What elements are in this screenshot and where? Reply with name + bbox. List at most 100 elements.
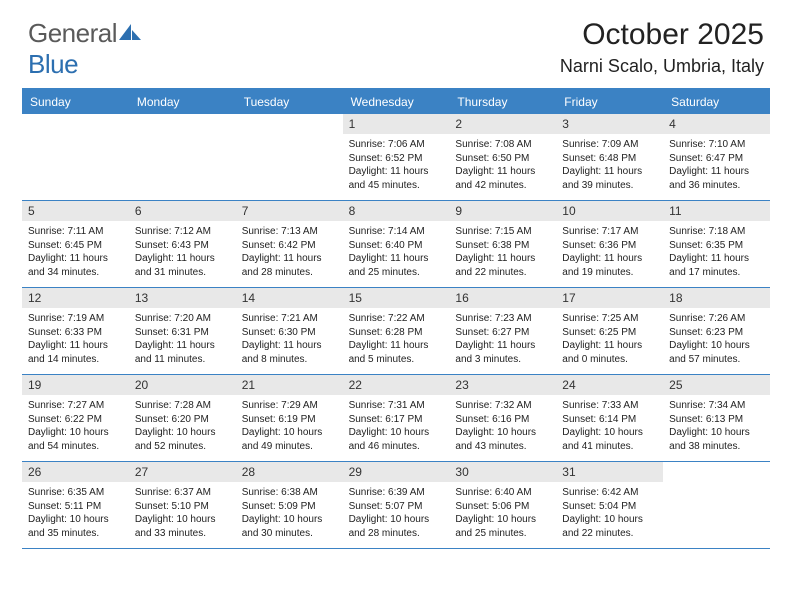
- weekday-header-row: SundayMondayTuesdayWednesdayThursdayFrid…: [22, 90, 770, 114]
- header: General Blue October 2025 Narni Scalo, U…: [0, 0, 792, 88]
- logo-text-general: General: [28, 18, 117, 48]
- day-number: 25: [663, 375, 770, 395]
- day-cell: 2Sunrise: 7:08 AMSunset: 6:50 PMDaylight…: [449, 114, 556, 200]
- sunrise-line: Sunrise: 7:33 AM: [562, 399, 657, 413]
- title-block: October 2025 Narni Scalo, Umbria, Italy: [560, 18, 764, 77]
- day-number: 23: [449, 375, 556, 395]
- day-info: Sunrise: 7:29 AMSunset: 6:19 PMDaylight:…: [242, 399, 337, 453]
- day-number: 30: [449, 462, 556, 482]
- day-info: Sunrise: 7:28 AMSunset: 6:20 PMDaylight:…: [135, 399, 230, 453]
- sunset-line: Sunset: 6:50 PM: [455, 152, 550, 166]
- sunrise-line: Sunrise: 6:35 AM: [28, 486, 123, 500]
- day-cell: [236, 114, 343, 200]
- day-cell: 14Sunrise: 7:21 AMSunset: 6:30 PMDayligh…: [236, 288, 343, 374]
- sunrise-line: Sunrise: 6:40 AM: [455, 486, 550, 500]
- sunset-line: Sunset: 6:40 PM: [349, 239, 444, 253]
- sunrise-line: Sunrise: 7:32 AM: [455, 399, 550, 413]
- daylight-line: Daylight: 10 hours and 22 minutes.: [562, 513, 657, 540]
- daylight-line: Daylight: 10 hours and 46 minutes.: [349, 426, 444, 453]
- sunrise-line: Sunrise: 7:12 AM: [135, 225, 230, 239]
- sunrise-line: Sunrise: 7:29 AM: [242, 399, 337, 413]
- daylight-line: Daylight: 11 hours and 31 minutes.: [135, 252, 230, 279]
- day-info: Sunrise: 7:13 AMSunset: 6:42 PMDaylight:…: [242, 225, 337, 279]
- daylight-line: Daylight: 10 hours and 35 minutes.: [28, 513, 123, 540]
- daylight-line: Daylight: 11 hours and 19 minutes.: [562, 252, 657, 279]
- day-cell: 6Sunrise: 7:12 AMSunset: 6:43 PMDaylight…: [129, 201, 236, 287]
- sunrise-line: Sunrise: 7:09 AM: [562, 138, 657, 152]
- day-info: Sunrise: 7:12 AMSunset: 6:43 PMDaylight:…: [135, 225, 230, 279]
- month-title: October 2025: [560, 18, 764, 52]
- day-info: Sunrise: 7:32 AMSunset: 6:16 PMDaylight:…: [455, 399, 550, 453]
- day-number: 22: [343, 375, 450, 395]
- sunset-line: Sunset: 6:28 PM: [349, 326, 444, 340]
- sunset-line: Sunset: 5:09 PM: [242, 500, 337, 514]
- sunrise-line: Sunrise: 7:08 AM: [455, 138, 550, 152]
- sunset-line: Sunset: 6:38 PM: [455, 239, 550, 253]
- sunset-line: Sunset: 6:31 PM: [135, 326, 230, 340]
- weekday-header: Monday: [129, 90, 236, 114]
- sunrise-line: Sunrise: 7:25 AM: [562, 312, 657, 326]
- day-info: Sunrise: 7:23 AMSunset: 6:27 PMDaylight:…: [455, 312, 550, 366]
- daylight-line: Daylight: 10 hours and 30 minutes.: [242, 513, 337, 540]
- day-number: 10: [556, 201, 663, 221]
- daylight-line: Daylight: 10 hours and 41 minutes.: [562, 426, 657, 453]
- daylight-line: Daylight: 10 hours and 25 minutes.: [455, 513, 550, 540]
- day-info: Sunrise: 7:09 AMSunset: 6:48 PMDaylight:…: [562, 138, 657, 192]
- day-cell: [22, 114, 129, 200]
- sunset-line: Sunset: 6:52 PM: [349, 152, 444, 166]
- daylight-line: Daylight: 11 hours and 39 minutes.: [562, 165, 657, 192]
- day-number: 5: [22, 201, 129, 221]
- day-number: 7: [236, 201, 343, 221]
- sunset-line: Sunset: 6:43 PM: [135, 239, 230, 253]
- sunset-line: Sunset: 6:17 PM: [349, 413, 444, 427]
- sunrise-line: Sunrise: 7:23 AM: [455, 312, 550, 326]
- day-cell: 27Sunrise: 6:37 AMSunset: 5:10 PMDayligh…: [129, 462, 236, 548]
- daylight-line: Daylight: 11 hours and 8 minutes.: [242, 339, 337, 366]
- day-number: 12: [22, 288, 129, 308]
- day-cell: 16Sunrise: 7:23 AMSunset: 6:27 PMDayligh…: [449, 288, 556, 374]
- sunset-line: Sunset: 6:47 PM: [669, 152, 764, 166]
- sunset-line: Sunset: 6:30 PM: [242, 326, 337, 340]
- day-cell: [663, 462, 770, 548]
- daylight-line: Daylight: 10 hours and 28 minutes.: [349, 513, 444, 540]
- week-row: 19Sunrise: 7:27 AMSunset: 6:22 PMDayligh…: [22, 375, 770, 462]
- weekday-header: Sunday: [22, 90, 129, 114]
- sunrise-line: Sunrise: 7:17 AM: [562, 225, 657, 239]
- day-cell: 30Sunrise: 6:40 AMSunset: 5:06 PMDayligh…: [449, 462, 556, 548]
- day-info: Sunrise: 6:42 AMSunset: 5:04 PMDaylight:…: [562, 486, 657, 540]
- sunset-line: Sunset: 6:27 PM: [455, 326, 550, 340]
- sunset-line: Sunset: 6:33 PM: [28, 326, 123, 340]
- daylight-line: Daylight: 11 hours and 0 minutes.: [562, 339, 657, 366]
- day-number: 2: [449, 114, 556, 134]
- day-number: 29: [343, 462, 450, 482]
- daylight-line: Daylight: 10 hours and 57 minutes.: [669, 339, 764, 366]
- day-info: Sunrise: 7:10 AMSunset: 6:47 PMDaylight:…: [669, 138, 764, 192]
- day-number: 20: [129, 375, 236, 395]
- sunset-line: Sunset: 6:42 PM: [242, 239, 337, 253]
- sunset-line: Sunset: 6:20 PM: [135, 413, 230, 427]
- day-number: 17: [556, 288, 663, 308]
- day-info: Sunrise: 7:26 AMSunset: 6:23 PMDaylight:…: [669, 312, 764, 366]
- day-number: 27: [129, 462, 236, 482]
- daylight-line: Daylight: 11 hours and 28 minutes.: [242, 252, 337, 279]
- sunrise-line: Sunrise: 6:39 AM: [349, 486, 444, 500]
- day-cell: 19Sunrise: 7:27 AMSunset: 6:22 PMDayligh…: [22, 375, 129, 461]
- sunrise-line: Sunrise: 7:26 AM: [669, 312, 764, 326]
- sunrise-line: Sunrise: 6:38 AM: [242, 486, 337, 500]
- day-number: 11: [663, 201, 770, 221]
- day-number: 24: [556, 375, 663, 395]
- daylight-line: Daylight: 10 hours and 54 minutes.: [28, 426, 123, 453]
- day-number: 21: [236, 375, 343, 395]
- logo: General Blue: [28, 18, 141, 80]
- day-number: 26: [22, 462, 129, 482]
- day-info: Sunrise: 7:34 AMSunset: 6:13 PMDaylight:…: [669, 399, 764, 453]
- day-info: Sunrise: 7:11 AMSunset: 6:45 PMDaylight:…: [28, 225, 123, 279]
- day-info: Sunrise: 7:06 AMSunset: 6:52 PMDaylight:…: [349, 138, 444, 192]
- day-info: Sunrise: 7:31 AMSunset: 6:17 PMDaylight:…: [349, 399, 444, 453]
- day-number: 3: [556, 114, 663, 134]
- day-cell: 15Sunrise: 7:22 AMSunset: 6:28 PMDayligh…: [343, 288, 450, 374]
- day-info: Sunrise: 7:27 AMSunset: 6:22 PMDaylight:…: [28, 399, 123, 453]
- day-number: 9: [449, 201, 556, 221]
- daylight-line: Daylight: 11 hours and 17 minutes.: [669, 252, 764, 279]
- sunrise-line: Sunrise: 7:27 AM: [28, 399, 123, 413]
